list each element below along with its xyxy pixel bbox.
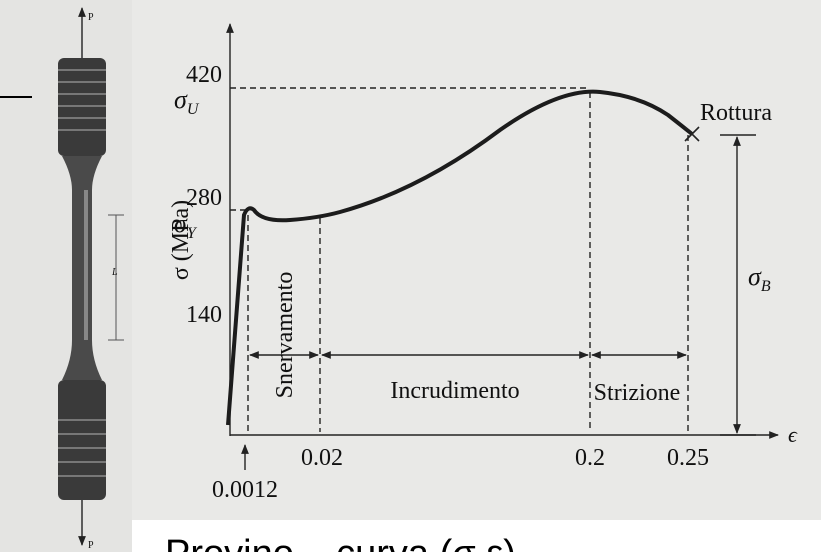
caption: Provino – curva (σ,ε) [165,533,516,552]
x-tick-label: 0.02 [301,445,343,471]
region-label: Snervamento [272,272,298,399]
y-axis-label: σ (MPa) [168,200,194,280]
x-tick-label: 0.2 [575,445,605,471]
guide-lines [230,87,689,432]
sigma-b: σB [748,262,771,295]
region-label: Incrudimento [390,378,519,404]
specimen: P L P [58,7,124,551]
y-tick-label: 280 [186,185,222,211]
y-tick-label: 420 [186,62,222,88]
symbol: σ [174,209,188,238]
symbol: σ [748,262,762,291]
subscript: Y [187,225,198,242]
caption-background [132,520,821,552]
x-tick-label: 0.0012 [212,477,278,503]
sigma-u: σU [174,85,200,118]
gauge-label: L [111,267,118,278]
sigma-y: σY [174,209,198,242]
region-label: Strizione [594,380,681,406]
page-background [132,0,821,520]
x-axis-label: ϵ [788,422,798,447]
subscript: B [761,278,771,295]
load-label: P [88,12,94,23]
x-tick-label: 0.25 [667,445,709,471]
rupture-label: Rottura [700,100,772,126]
load-label: P [88,540,94,551]
symbol: σ [174,85,188,114]
breaking-stress-dimension [720,134,756,436]
subscript: U [187,101,200,118]
stress-strain-curve [226,89,694,426]
rupture-mark [684,126,700,142]
y-tick-label: 140 [186,302,222,328]
